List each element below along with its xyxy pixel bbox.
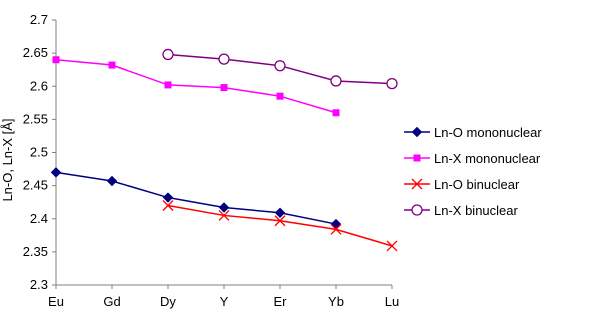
legend-marker (411, 204, 423, 216)
y-axis-title: Ln-O, Ln-X [Å] (0, 118, 15, 201)
data-point (330, 223, 342, 235)
y-tick-label: 2.7 (30, 12, 48, 27)
data-point (330, 218, 342, 230)
legend-item: Ln-X binuclear (404, 203, 518, 218)
data-point (274, 207, 286, 218)
series-line (55, 59, 337, 114)
y-tick-label: 2.45 (23, 178, 48, 193)
data-point (162, 48, 174, 61)
y-tick-label: 2.6 (30, 78, 48, 93)
data-point (218, 53, 230, 65)
legend-item: Ln-O mononuclear (404, 125, 542, 140)
marker-stroke (218, 209, 230, 221)
data-point (386, 77, 398, 90)
data-point (274, 215, 286, 227)
y-tick-label: 2.55 (23, 111, 48, 126)
data-point (218, 202, 230, 213)
legend-label: Ln-X mononuclear (434, 151, 541, 166)
x-tick-label: Lu (385, 294, 399, 309)
data-point (220, 84, 228, 92)
legend-marker (411, 126, 423, 138)
y-tick-label: 2.65 (23, 45, 48, 60)
data-point (162, 200, 174, 211)
series-2 (162, 200, 398, 252)
series-line (55, 171, 337, 225)
x-tick-label: Dy (160, 294, 176, 309)
data-point (330, 75, 342, 87)
x-tick-label: Er (274, 294, 288, 309)
data-point (106, 175, 118, 187)
data-point (332, 109, 340, 117)
legend-item: Ln-O binuclear (404, 177, 520, 192)
legend-label: Ln-X binuclear (434, 203, 518, 218)
y-tick-label: 2.5 (30, 145, 48, 160)
legend-label: Ln-O mononuclear (434, 125, 542, 140)
legend-marker (413, 154, 421, 162)
series-0 (50, 167, 342, 230)
data-point (164, 81, 172, 89)
marker-stroke (274, 215, 286, 227)
legend-marker (411, 178, 423, 190)
y-tick-label: 2.3 (30, 277, 48, 292)
series-3 (162, 48, 398, 90)
legend-item: Ln-X mononuclear (404, 151, 541, 166)
data-point (218, 209, 230, 221)
marker-stroke (162, 200, 174, 211)
x-tick-label: Gd (103, 294, 120, 309)
series-1 (52, 56, 340, 117)
legend-label: Ln-O binuclear (434, 177, 520, 192)
data-point (52, 56, 60, 64)
data-point (274, 60, 286, 72)
data-point (50, 167, 62, 178)
y-tick-label: 2.35 (23, 244, 48, 259)
x-tick-label: Y (220, 294, 229, 309)
x-tick-label: Eu (48, 294, 64, 309)
data-point (162, 192, 174, 203)
x-tick-label: Yb (328, 294, 344, 309)
legend: Ln-O mononuclear Ln-X mononuclear Ln-O bin… (404, 125, 542, 218)
marker-stroke (330, 223, 342, 235)
data-point (108, 61, 116, 69)
marker-stroke (386, 240, 398, 252)
y-tick-label: 2.4 (30, 211, 48, 226)
axes: 2.3 2.35 2.4 2.45 2.5 2.55 2.6 2.65 2.7 Eu Gd Dy Y Er… (23, 12, 400, 309)
data-point (386, 240, 398, 252)
marker-stroke (411, 178, 423, 190)
data-point (276, 92, 284, 100)
series-layer (50, 48, 398, 252)
